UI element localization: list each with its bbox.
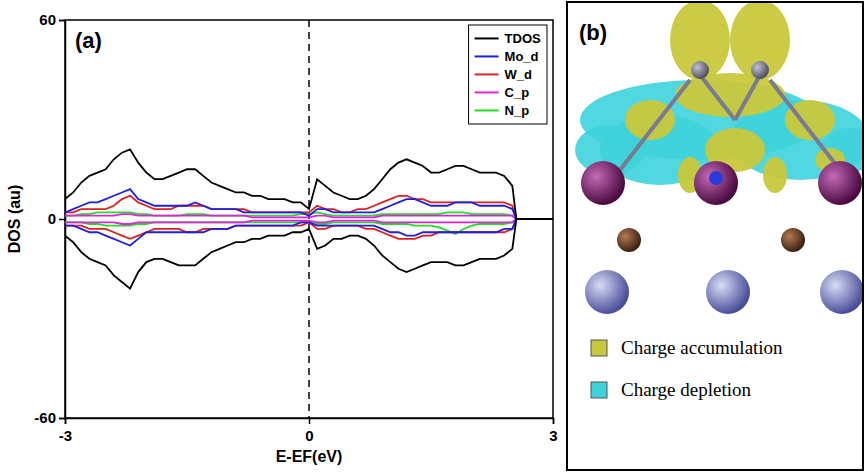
accumulation-lobe: [670, 2, 730, 80]
legend-label: Mo_d: [505, 49, 539, 64]
legend-item: Mo_d: [475, 49, 539, 64]
reference-line: [308, 20, 310, 418]
legend-label: C_p: [505, 85, 530, 100]
y-tick-label: 60: [39, 11, 56, 28]
legend-label: N_p: [505, 103, 530, 118]
atom: [818, 161, 862, 205]
y-axis: -60 0 60: [34, 11, 65, 426]
legend-swatch: [475, 55, 499, 57]
dos-line: [65, 189, 553, 219]
y-tick-mark: [59, 219, 65, 221]
legend-label: W_d: [505, 67, 533, 82]
y-tick: 0: [48, 210, 65, 227]
dos-line: [65, 219, 553, 246]
y-axis-line: [59, 21, 66, 419]
bond: [700, 75, 735, 120]
legend-item: TDOS: [475, 31, 541, 46]
x-tick-label: 0: [305, 427, 313, 444]
x-tick: -3: [59, 418, 72, 444]
x-axis-title: E-EF(eV): [276, 448, 343, 465]
atom: [820, 270, 863, 314]
panel-b-frame: [567, 2, 863, 470]
x-tick: 3: [549, 418, 557, 444]
bond: [735, 75, 760, 120]
x-tick-mark: [553, 418, 555, 424]
bond: [770, 80, 840, 170]
legend-label: Charge accumulation: [621, 337, 783, 358]
legend-item: W_d: [475, 67, 533, 82]
bond: [620, 80, 690, 170]
legend-swatch: [475, 37, 499, 39]
atom: [694, 161, 738, 205]
legend-item: C_p: [475, 85, 530, 100]
x-axis-line: [66, 419, 554, 425]
x-tick-mark: [309, 418, 311, 424]
y-axis-title: DOS (au): [6, 185, 23, 253]
y-tick: -60: [34, 409, 65, 426]
legend-label: Charge depletion: [621, 379, 751, 400]
atom: [581, 161, 625, 205]
accumulation-lobe: [730, 2, 790, 80]
x-axis: -3 0 3: [59, 418, 558, 444]
x-tick-label: 3: [549, 427, 557, 444]
panel-label: (b): [579, 20, 607, 45]
y-tick-mark: [59, 20, 65, 22]
legend-swatch: [591, 382, 607, 398]
legend: TDOS Mo_d W_d C_p N_p: [469, 25, 547, 124]
dos-line: [65, 219, 553, 289]
x-tick: 0: [305, 418, 313, 444]
atom: [617, 228, 641, 252]
charge-density-image: [575, 2, 863, 314]
atom: [751, 61, 769, 79]
atom: [781, 228, 805, 252]
atom: [691, 61, 709, 79]
atom: [585, 270, 629, 314]
accumulation-lobe: [763, 157, 787, 193]
figure: -3 0 3 -60 0 60 E-EF(eV) DOS (au) (a) TDOS Mo_d W_d…: [0, 0, 867, 473]
panel-label: (a): [75, 28, 102, 53]
plot-frame: [65, 20, 553, 418]
legend-swatch: [475, 109, 499, 111]
legend-label: TDOS: [505, 31, 541, 46]
plot-marks: [65, 20, 553, 418]
dos-line: [65, 149, 553, 219]
legend-item: N_p: [475, 103, 530, 118]
legend-swatch: [475, 73, 499, 75]
y-tick-label: -60: [34, 409, 56, 426]
panel-b: (b) Charge accumulation Charge depletion: [567, 0, 867, 470]
legend-frame: [469, 25, 547, 124]
atom-core: [709, 171, 723, 185]
x-tick-label: -3: [59, 427, 72, 444]
atom: [706, 270, 750, 314]
y-tick-mark: [59, 418, 65, 420]
y-tick: 60: [39, 11, 65, 28]
legend-swatch: [475, 91, 499, 93]
legend-swatch: [591, 340, 607, 356]
y-tick-label: 0: [48, 210, 56, 227]
